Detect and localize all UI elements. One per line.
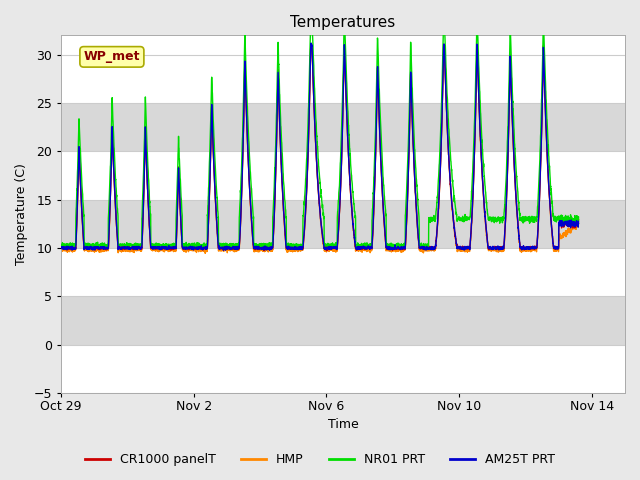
Bar [61,345,625,393]
Bar [61,103,625,151]
Bar [61,151,625,200]
Text: WP_met: WP_met [84,50,140,63]
Legend: CR1000 panelT, HMP, NR01 PRT, AM25T PRT: CR1000 panelT, HMP, NR01 PRT, AM25T PRT [80,448,560,471]
Y-axis label: Temperature (C): Temperature (C) [15,163,28,265]
Bar [61,200,625,248]
Bar [61,36,625,103]
Title: Temperatures: Temperatures [291,15,396,30]
Bar [61,296,625,345]
Bar [61,248,625,296]
X-axis label: Time: Time [328,419,358,432]
